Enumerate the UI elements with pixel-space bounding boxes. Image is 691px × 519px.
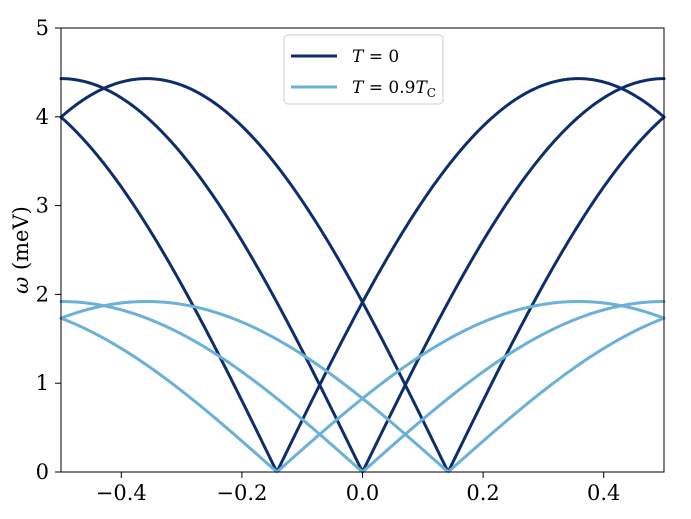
legend-label-t09: T = 0.9TC — [352, 78, 436, 100]
x-tick-label: −0.2 — [216, 481, 267, 505]
x-tick-label: 0.0 — [346, 481, 379, 505]
y-tick-label: 2 — [36, 282, 49, 306]
series-0-branch-0-line — [59, 77, 666, 473]
y-tick-label: 1 — [36, 371, 49, 395]
x-axis-ticks: −0.4 −0.2 0.0 0.2 0.4 — [96, 472, 620, 505]
series-0-branch-2-line — [59, 77, 666, 473]
series-1-branch-2-line — [59, 300, 666, 474]
legend: T = 0 T = 0.9TC — [283, 34, 444, 105]
x-tick-label: 0.2 — [466, 481, 499, 505]
x-tick-label: 0.4 — [587, 481, 620, 505]
y-tick-label: 0 — [36, 460, 49, 484]
series-0-branch-1-line — [59, 77, 666, 474]
x-tick-label: −0.4 — [96, 481, 147, 505]
y-axis-ticks: 0 1 2 3 4 5 — [36, 16, 61, 484]
y-tick-label: 3 — [36, 194, 49, 218]
series-1-branch-1-line — [59, 300, 666, 474]
chart-curves — [59, 77, 666, 474]
y-axis-label: ω (meV) — [9, 206, 33, 294]
legend-label-t0: T = 0 — [352, 47, 399, 67]
y-tick-label: 4 — [36, 105, 49, 129]
series-1-branch-0-line — [59, 300, 666, 474]
y-tick-label: 5 — [36, 16, 49, 40]
